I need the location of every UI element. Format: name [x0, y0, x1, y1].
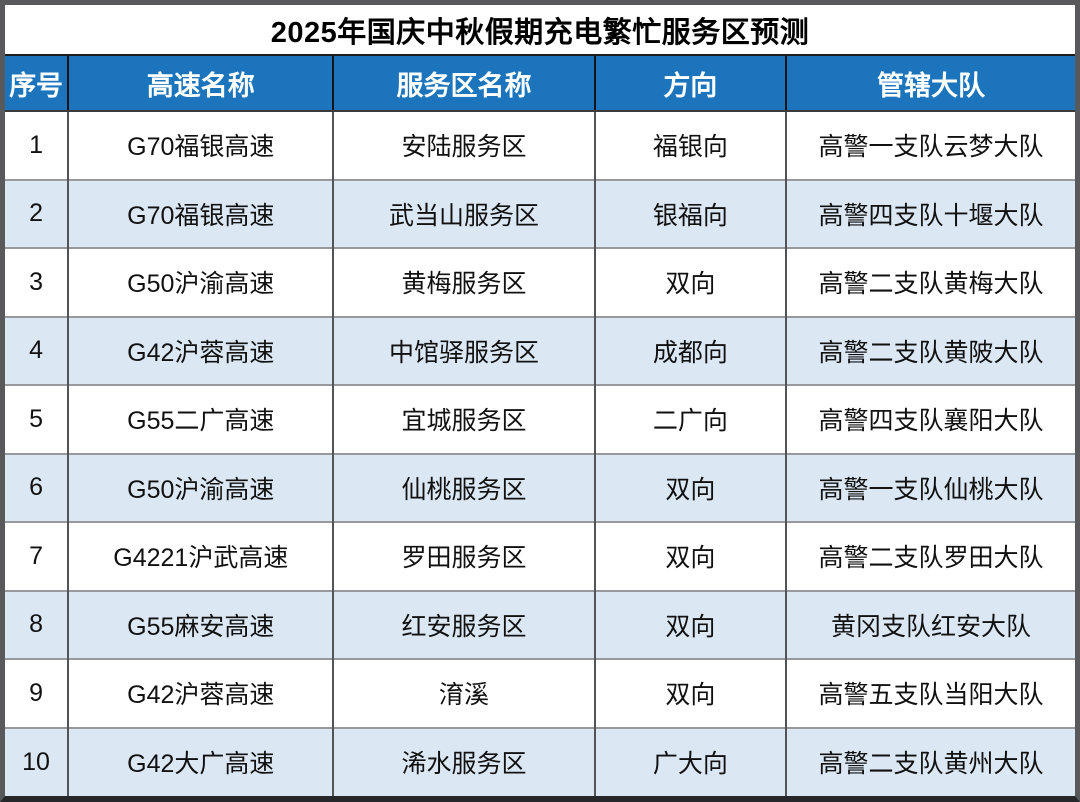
cell-brigade: 高警一支队云梦大队: [785, 111, 1075, 180]
cell-index: 5: [5, 384, 69, 454]
cell-highway: G55二广高速: [67, 384, 334, 454]
cell-highway: G50沪渝高速: [67, 452, 334, 522]
cell-index: 4: [5, 315, 69, 385]
cell-direction: 双向: [593, 452, 787, 522]
table-row: 5 G55二广高速 宜城服务区 二广向 高警四支队襄阳大队: [5, 384, 1075, 454]
cell-index: 7: [5, 521, 69, 591]
cell-highway: G50沪渝高速: [67, 247, 334, 317]
cell-service-area: 淯溪: [332, 658, 595, 728]
col-header-brigade: 管辖大队: [785, 54, 1075, 112]
cell-service-area: 罗田服务区: [332, 521, 595, 591]
cell-highway: G4221沪武高速: [67, 521, 334, 591]
cell-direction: 双向: [593, 589, 787, 659]
cell-index: 8: [5, 589, 69, 659]
cell-direction: 二广向: [593, 384, 787, 454]
cell-brigade: 黄冈支队红安大队: [785, 589, 1075, 659]
cell-index: 1: [5, 111, 69, 180]
page-title: 2025年国庆中秋假期充电繁忙服务区预测: [270, 16, 810, 49]
table-row: 9 G42沪蓉高速 淯溪 双向 高警五支队当阳大队: [5, 658, 1075, 728]
table-header-row: 序号 高速名称 服务区名称 方向 管辖大队: [5, 54, 1075, 112]
cell-highway: G55麻安高速: [67, 589, 334, 659]
table-row: 3 G50沪渝高速 黄梅服务区 双向 高警二支队黄梅大队: [5, 247, 1075, 317]
cell-service-area: 安陆服务区: [332, 111, 595, 180]
cell-service-area: 黄梅服务区: [332, 247, 595, 317]
title-band: 2025年国庆中秋假期充电繁忙服务区预测: [5, 5, 1075, 54]
table-row: 10 G42大广高速 浠水服务区 广大向 高警二支队黄州大队: [5, 726, 1075, 796]
cell-direction: 福银向: [593, 111, 787, 180]
cell-service-area: 红安服务区: [332, 589, 595, 659]
cell-brigade: 高警一支队仙桃大队: [785, 452, 1075, 522]
cell-direction: 成都向: [593, 315, 787, 385]
cell-brigade: 高警二支队黄州大队: [785, 726, 1075, 796]
cell-service-area: 浠水服务区: [332, 726, 595, 796]
cell-highway: G70福银高速: [67, 111, 334, 180]
cell-index: 6: [5, 452, 69, 522]
cell-direction: 广大向: [593, 726, 787, 796]
cell-direction: 双向: [593, 658, 787, 728]
cell-service-area: 武当山服务区: [332, 178, 595, 248]
busy-service-area-table: 序号 高速名称 服务区名称 方向 管辖大队 1 G70福银高速 安陆服务区 福银…: [5, 54, 1075, 796]
table-row: 2 G70福银高速 武当山服务区 银福向 高警四支队十堰大队: [5, 178, 1075, 248]
cell-service-area: 宜城服务区: [332, 384, 595, 454]
table-row: 8 G55麻安高速 红安服务区 双向 黄冈支队红安大队: [5, 589, 1075, 659]
col-header-index: 序号: [5, 54, 69, 112]
table-row: 4 G42沪蓉高速 中馆驿服务区 成都向 高警二支队黄陂大队: [5, 315, 1075, 385]
cell-brigade: 高警二支队罗田大队: [785, 521, 1075, 591]
cell-highway: G42沪蓉高速: [67, 315, 334, 385]
cell-direction: 银福向: [593, 178, 787, 248]
table-row: 6 G50沪渝高速 仙桃服务区 双向 高警一支队仙桃大队: [5, 452, 1075, 522]
cell-service-area: 仙桃服务区: [332, 452, 595, 522]
cell-service-area: 中馆驿服务区: [332, 315, 595, 385]
cell-brigade: 高警五支队当阳大队: [785, 658, 1075, 728]
cell-brigade: 高警二支队黄陂大队: [785, 315, 1075, 385]
table-row: 7 G4221沪武高速 罗田服务区 双向 高警二支队罗田大队: [5, 521, 1075, 591]
cell-highway: G70福银高速: [67, 178, 334, 248]
cell-highway: G42大广高速: [67, 726, 334, 796]
cell-highway: G42沪蓉高速: [67, 658, 334, 728]
cell-brigade: 高警二支队黄梅大队: [785, 247, 1075, 317]
col-header-service-area: 服务区名称: [332, 54, 595, 112]
cell-direction: 双向: [593, 247, 787, 317]
cell-direction: 双向: [593, 521, 787, 591]
table-row: 1 G70福银高速 安陆服务区 福银向 高警一支队云梦大队: [5, 111, 1075, 180]
col-header-direction: 方向: [593, 54, 787, 112]
cell-brigade: 高警四支队襄阳大队: [785, 384, 1075, 454]
cell-brigade: 高警四支队十堰大队: [785, 178, 1075, 248]
col-header-highway: 高速名称: [67, 54, 334, 112]
cell-index: 3: [5, 247, 69, 317]
cell-index: 2: [5, 178, 69, 248]
cell-index: 10: [5, 726, 69, 796]
cell-index: 9: [5, 658, 69, 728]
